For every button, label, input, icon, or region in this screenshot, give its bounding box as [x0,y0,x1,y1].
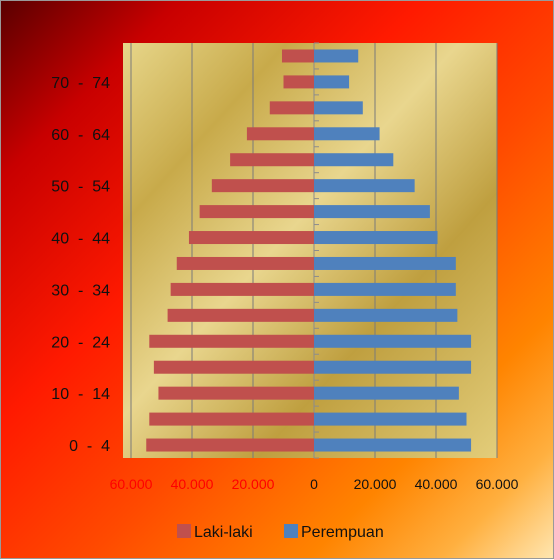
y-tick-label: 0 - 4 [69,438,110,455]
bar-perempuan [314,438,472,452]
bar-laki-laki [281,49,314,63]
x-tick-label: 40.000 [415,476,458,492]
bar-laki-laki [269,101,314,115]
x-axis-labels: 60.000 40.000 20.000 0 20.000 40.000 60.000 [110,476,519,492]
bar-laki-laki [149,412,314,426]
x-tick-label: 40.000 [171,476,214,492]
x-tick-label: 60.000 [476,476,519,492]
bar-perempuan [314,127,380,141]
bar-perempuan [314,334,472,348]
bar-laki-laki [146,438,314,452]
y-axis-labels: 0 - 4 10 - 14 20 - 24 30 - 34 40 - 44 50 - 54… [51,75,110,455]
bar-laki-laki [211,179,314,193]
x-tick-label: 60.000 [110,476,153,492]
y-tick-label: 10 - 14 [51,386,110,403]
bar-laki-laki [167,308,314,322]
y-tick-label: 50 - 54 [51,179,110,196]
bar-laki-laki [158,386,314,400]
legend-label-laki-laki: Laki-laki [194,524,253,541]
bar-perempuan [314,179,415,193]
bar-perempuan [314,412,467,426]
y-tick-label: 60 - 64 [51,127,110,144]
bar-laki-laki [153,360,314,374]
bar-perempuan [314,153,394,167]
x-tick-label: 20.000 [354,476,397,492]
bar-perempuan [314,49,359,63]
bars [146,49,472,452]
legend-swatch-perempuan [284,524,298,538]
bar-laki-laki [230,153,314,167]
x-tick-label: 20.000 [232,476,275,492]
bar-laki-laki [283,75,314,89]
y-tick-label: 20 - 24 [51,334,110,351]
bar-laki-laki [246,127,314,141]
bar-perempuan [314,360,472,374]
bar-laki-laki [188,231,314,245]
y-tick-label: 30 - 34 [51,282,110,299]
x-tick-label: 0 [310,476,318,492]
bar-perempuan [314,75,350,89]
bar-perempuan [314,205,430,219]
bar-perempuan [314,231,438,245]
legend-label-perempuan: Perempuan [301,524,384,541]
y-tick-label: 70 - 74 [51,75,110,92]
bar-laki-laki [176,256,314,270]
y-tick-label: 40 - 44 [51,231,110,248]
bar-perempuan [314,282,456,296]
bar-perempuan [314,101,363,115]
bar-laki-laki [199,205,314,219]
legend: Laki-laki Perempuan [177,524,384,541]
bar-perempuan [314,256,456,270]
bar-laki-laki [170,282,314,296]
bar-laki-laki [149,334,314,348]
bar-perempuan [314,308,458,322]
bar-perempuan [314,386,459,400]
legend-swatch-laki-laki [177,524,191,538]
